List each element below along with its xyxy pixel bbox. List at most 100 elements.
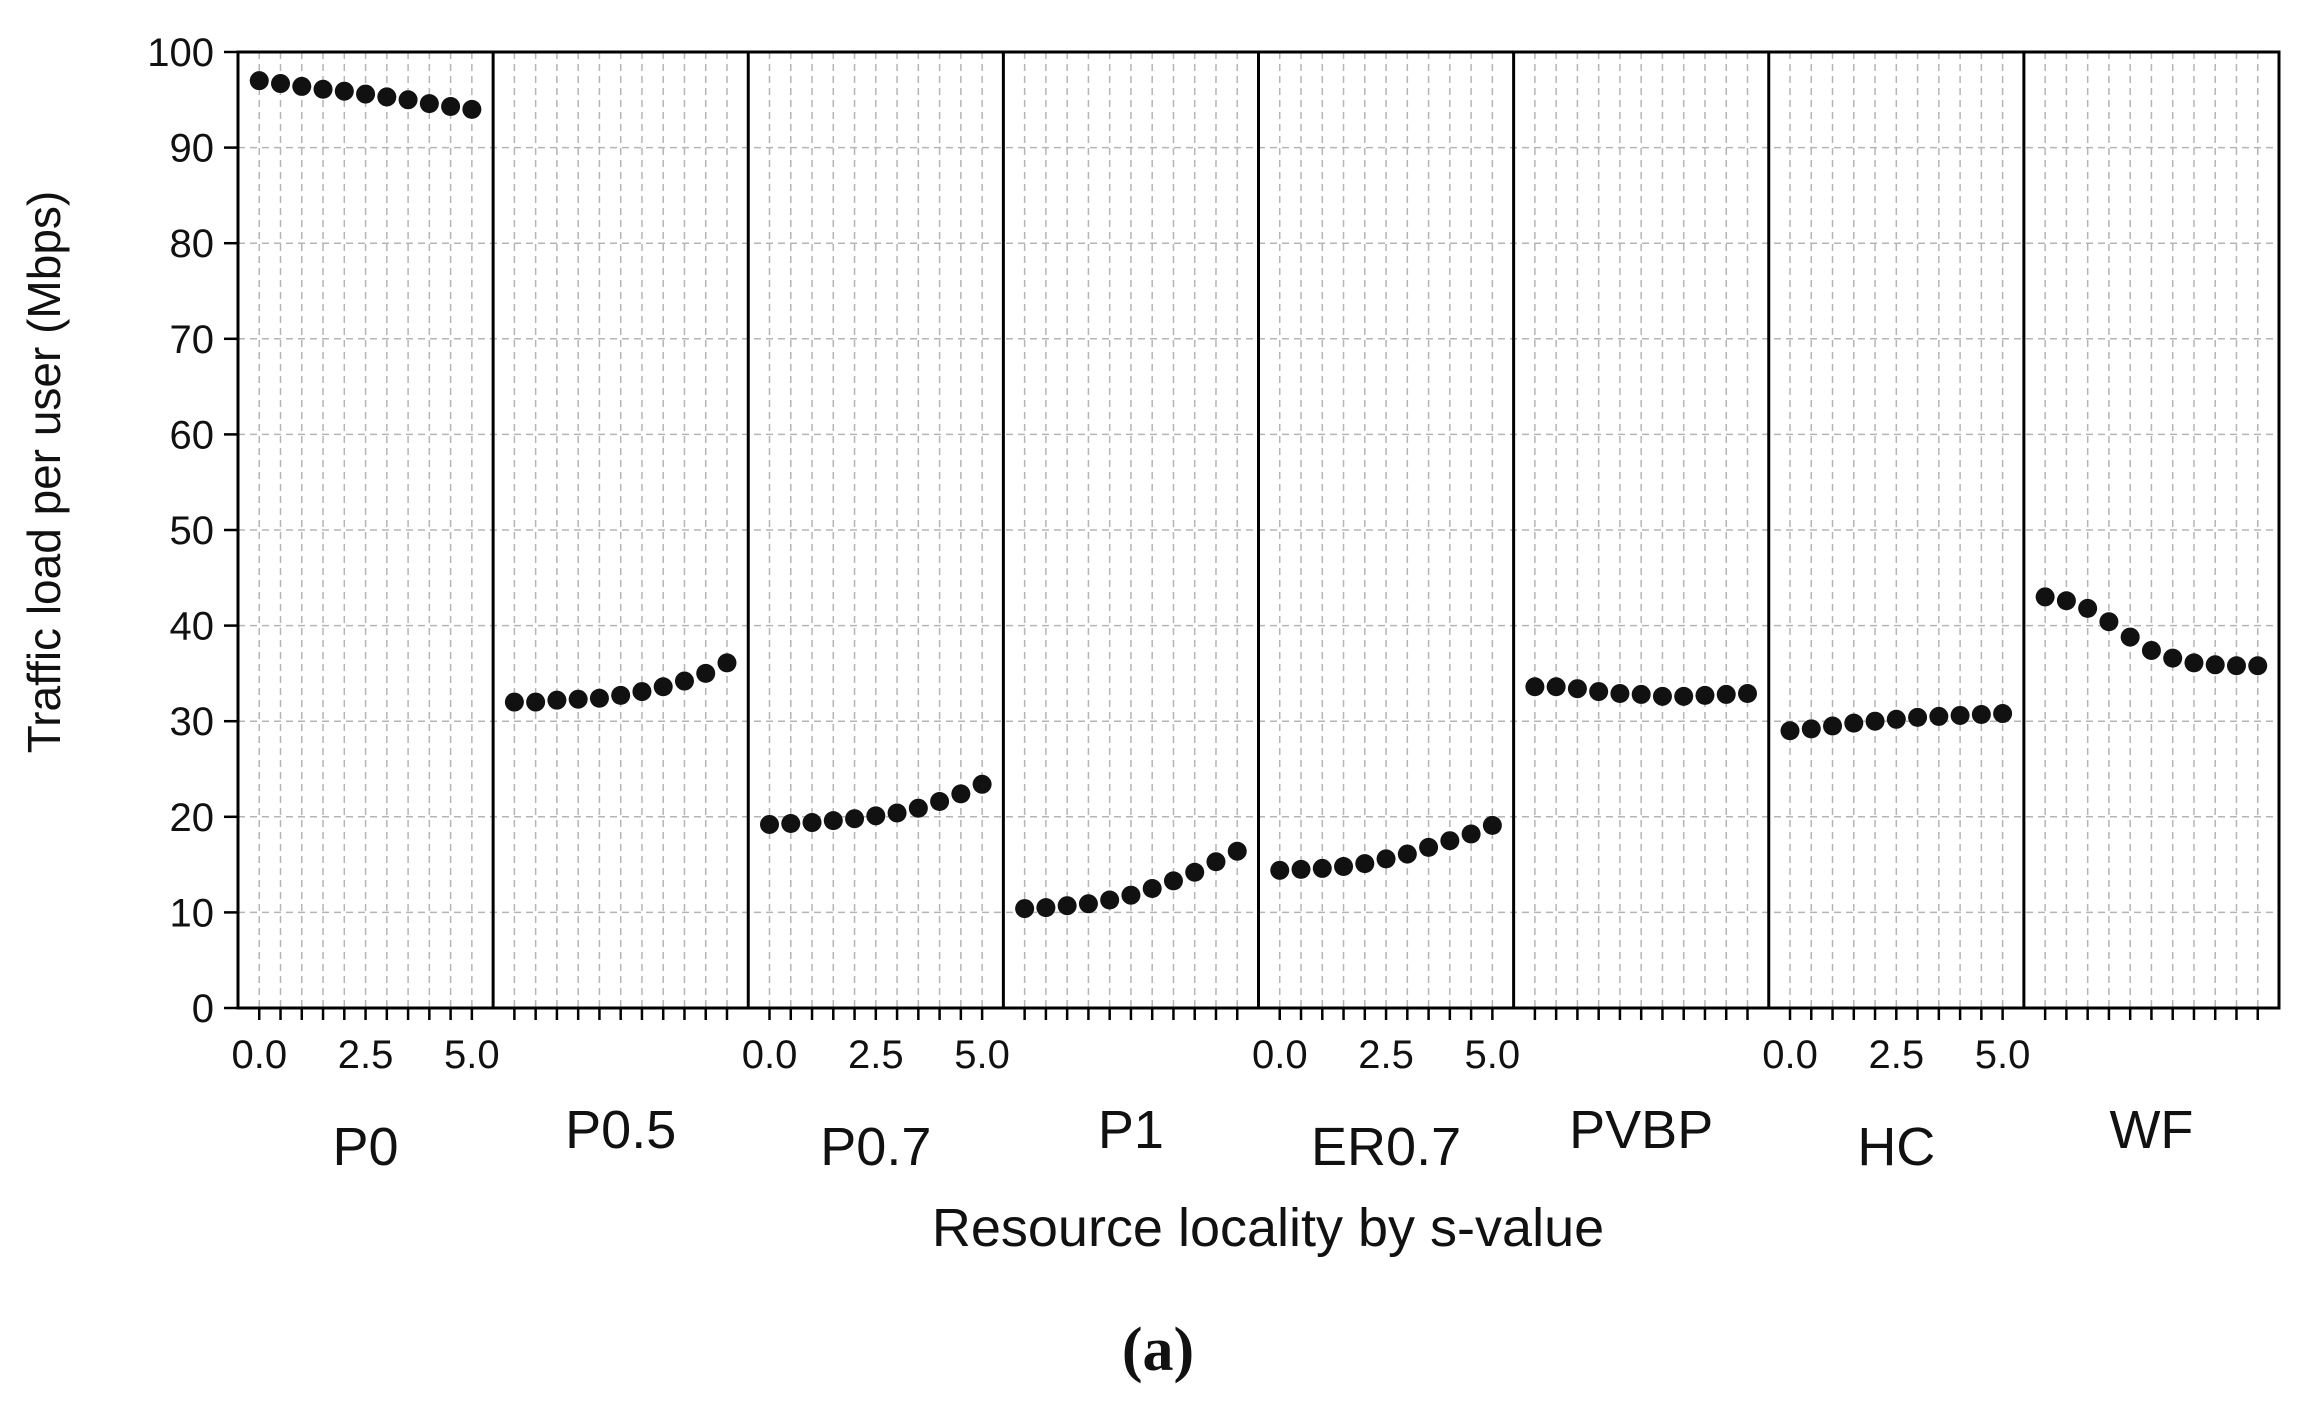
data-point-hc [1908, 707, 1928, 727]
data-point-pvbp [1546, 677, 1566, 697]
data-point-hc [1865, 711, 1885, 731]
data-point-wf [2056, 591, 2076, 611]
data-point-p1 [1185, 862, 1205, 882]
data-point-er0_7 [1291, 859, 1311, 879]
y-tick-label: 30 [170, 700, 215, 744]
data-point-wf [2205, 655, 2225, 675]
data-point-er0_7 [1397, 844, 1417, 864]
x-tick-label: 2.5 [848, 1033, 904, 1077]
x-axis-label: Resource locality by s-value [932, 1198, 1604, 1258]
data-point-p0_5 [717, 653, 737, 673]
data-point-p0 [419, 94, 439, 114]
data-point-p1 [1057, 896, 1077, 916]
data-point-pvbp [1695, 685, 1715, 705]
x-tick-label: 0.0 [742, 1033, 798, 1077]
data-point-hc [1993, 704, 2013, 724]
data-point-p0_7 [908, 798, 928, 818]
data-point-p0 [398, 90, 418, 110]
x-tick-label: 5.0 [1975, 1033, 2031, 1077]
data-point-p0_7 [866, 806, 886, 826]
data-point-hc [1780, 721, 1800, 741]
data-point-p0_7 [951, 784, 971, 804]
data-point-p1 [1163, 871, 1183, 891]
panel-label: P0.7 [820, 1117, 931, 1177]
x-tick-label: 5.0 [444, 1033, 500, 1077]
data-point-wf [2141, 640, 2161, 660]
data-point-wf [2184, 653, 2204, 673]
data-point-p0_7 [887, 803, 907, 823]
y-tick-label: 70 [170, 318, 215, 362]
data-point-p0 [441, 96, 461, 116]
data-point-wf [2078, 598, 2098, 618]
data-point-hc [1823, 716, 1843, 736]
data-point-pvbp [1631, 684, 1651, 704]
data-point-p1 [1206, 852, 1226, 872]
data-point-pvbp [1737, 683, 1757, 703]
data-point-hc [1844, 713, 1864, 733]
data-point-p0 [292, 76, 312, 96]
data-point-p1 [1036, 898, 1056, 918]
data-point-er0_7 [1440, 831, 1460, 851]
data-point-p1 [1015, 899, 1035, 919]
x-tick-label: 0.0 [1762, 1033, 1818, 1077]
data-point-hc [1950, 705, 1970, 725]
data-point-er0_7 [1482, 815, 1502, 835]
data-point-p1 [1078, 894, 1098, 914]
data-point-p0 [356, 84, 376, 104]
data-point-p0_5 [674, 671, 694, 691]
data-point-pvbp [1674, 686, 1694, 706]
data-point-p0 [334, 81, 354, 101]
data-point-er0_7 [1461, 824, 1481, 844]
data-point-p0_5 [547, 690, 567, 710]
data-point-pvbp [1567, 679, 1587, 699]
data-point-p0_5 [568, 689, 588, 709]
figure-caption: (a) [1122, 1316, 1194, 1384]
data-point-pvbp [1525, 677, 1545, 697]
data-point-hc [1886, 709, 1906, 729]
point-layer [249, 71, 2268, 919]
data-point-er0_7 [1312, 858, 1332, 878]
data-point-pvbp [1589, 682, 1609, 702]
data-point-p0_5 [632, 682, 652, 702]
data-point-hc [1971, 705, 1991, 725]
x-tick-label: 5.0 [954, 1033, 1010, 1077]
data-point-er0_7 [1419, 837, 1439, 857]
panel-label: P1 [1098, 1100, 1164, 1160]
y-tick-label: 40 [170, 605, 215, 649]
data-point-p0_7 [802, 813, 822, 833]
data-point-p0_7 [930, 792, 950, 812]
y-tick-label: 0 [192, 987, 214, 1031]
y-tick-label: 80 [170, 222, 215, 266]
x-tick-label: 0.0 [231, 1033, 287, 1077]
data-point-p0 [271, 74, 291, 94]
x-tick-label: 2.5 [338, 1033, 394, 1077]
axis-layer: 0 10 20 30 40 50 60 70 80 90 100 0.0 2.5 5.0 P0 P0.5 0.0… [147, 31, 2259, 1177]
y-tick-label: 20 [170, 796, 215, 840]
data-point-p1 [1142, 879, 1162, 898]
data-point-p0_5 [504, 692, 524, 712]
y-tick-label: 50 [170, 509, 215, 553]
data-point-p0_5 [526, 692, 546, 712]
data-point-p0 [377, 87, 397, 107]
data-point-pvbp [1716, 684, 1736, 704]
data-point-p0_7 [760, 814, 780, 834]
panel-label: P0.5 [565, 1100, 676, 1160]
data-point-p0_5 [653, 677, 673, 697]
y-tick-label: 10 [170, 891, 215, 935]
data-point-er0_7 [1334, 857, 1354, 877]
data-point-p0_7 [972, 774, 992, 794]
x-tick-label: 2.5 [1358, 1033, 1414, 1077]
data-point-wf [2099, 612, 2119, 632]
y-tick-label: 60 [170, 413, 215, 457]
data-point-wf [2248, 656, 2268, 676]
panel-label: P0 [333, 1117, 399, 1177]
panel-label: PVBP [1569, 1100, 1713, 1160]
data-point-p1 [1227, 841, 1247, 861]
data-point-er0_7 [1355, 854, 1375, 874]
y-tick-label: 90 [170, 127, 215, 171]
data-point-pvbp [1652, 686, 1672, 706]
data-point-p0_5 [589, 688, 609, 708]
data-point-er0_7 [1376, 849, 1396, 869]
data-point-p0 [249, 71, 269, 91]
